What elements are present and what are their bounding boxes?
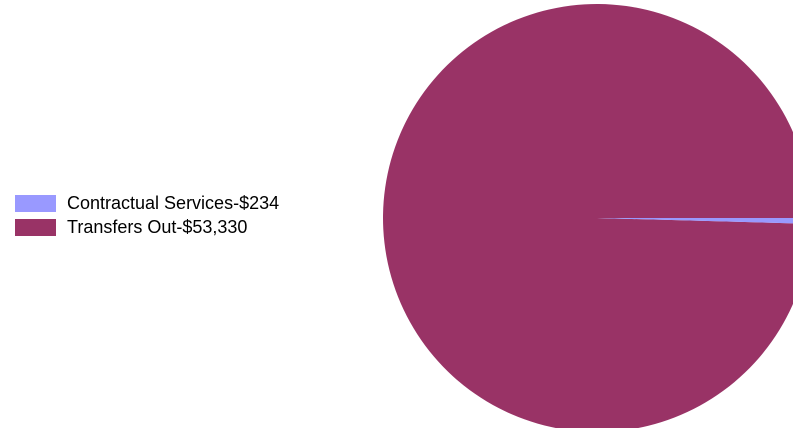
chart-legend: Contractual Services-$234 Transfers Out-… [15, 193, 279, 237]
legend-swatch-transfers-out [15, 218, 56, 236]
legend-item-contractual-services: Contractual Services-$234 [15, 193, 279, 213]
legend-label-contractual-services: Contractual Services-$234 [67, 193, 280, 213]
pie-slice-contractual-services [597, 218, 793, 224]
legend-swatch-contractual-services [15, 194, 56, 212]
legend-label-transfers-out: Transfers Out-$53,330 [67, 217, 248, 237]
pie-slice-transfers-out [383, 4, 793, 428]
legend-item-transfers-out: Transfers Out-$53,330 [15, 217, 279, 237]
